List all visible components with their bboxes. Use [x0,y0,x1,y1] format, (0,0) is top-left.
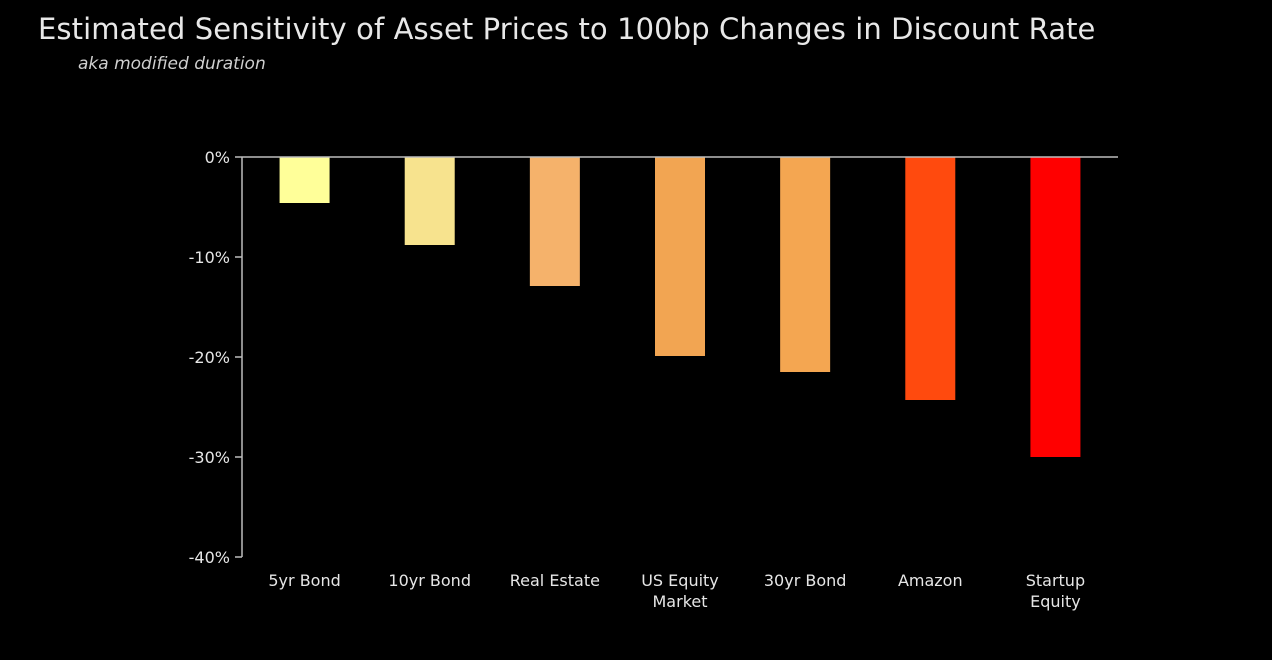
bar [279,157,330,203]
y-tick-label: -40% [189,548,230,567]
x-category-label: Market [653,592,708,611]
x-category-label: Real Estate [510,571,600,590]
x-category-label: 30yr Bond [764,571,847,590]
x-category-label: US Equity [641,571,719,590]
y-tick-label: 0% [205,148,230,167]
bar [404,157,455,245]
bar [905,157,956,400]
chart-subtitle: aka modified duration [78,54,266,74]
x-category-label: 5yr Bond [268,571,340,590]
y-tick-label: -20% [189,348,230,367]
x-category-label: 10yr Bond [388,571,471,590]
bar [1030,157,1081,457]
y-axis-ticks: 0% -10% -20% -30% -40% [189,148,242,567]
x-axis-labels: 5yr Bond 10yr Bond Real Estate US Equity Mar… [268,571,1085,611]
bars [279,157,1081,457]
x-category-label: Startup [1026,571,1085,590]
bar [655,157,705,356]
bar [529,157,580,286]
y-tick-label: -30% [189,448,230,467]
x-category-label: Equity [1030,592,1081,611]
chart-title: Estimated Sensitivity of Asset Prices to… [38,12,1096,46]
bar [780,157,831,372]
x-category-label: Amazon [898,571,963,590]
y-tick-label: -10% [189,248,230,267]
